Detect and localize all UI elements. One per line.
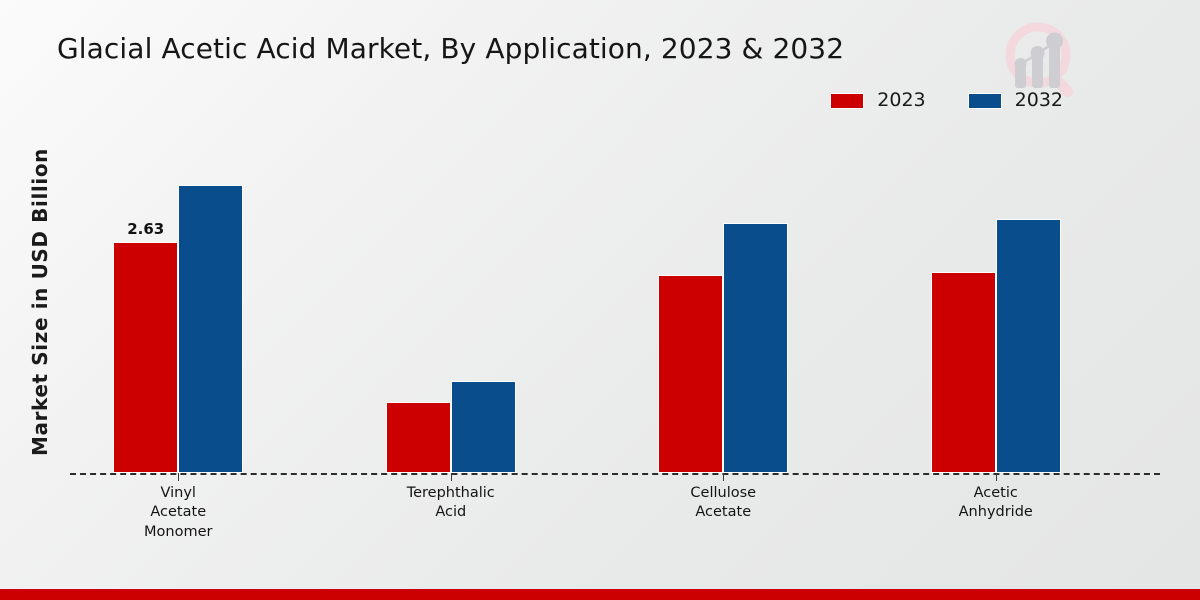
bar-group: 2.63 — [113, 130, 244, 473]
legend-swatch-2023 — [830, 92, 865, 109]
x-axis-category-label: Terephthalic Acid — [406, 485, 495, 521]
watermark-logo — [1000, 16, 1086, 100]
x-axis-category-label: Acetic Anhydride — [958, 485, 1033, 521]
bar-group — [385, 130, 516, 473]
x-axis-category-label: Vinyl Acetate Monomer — [144, 485, 213, 540]
bar-group — [658, 130, 789, 473]
bar-2023-3[interactable] — [658, 275, 724, 473]
bar-value-label: 2.63 — [127, 219, 165, 238]
x-axis-category-label: Cellulose Acetate — [690, 485, 757, 521]
bar-2032-4[interactable] — [995, 218, 1061, 473]
legend-swatch-2032 — [967, 92, 1002, 109]
x-axis-tick — [995, 473, 997, 481]
magnifier-bar-chart-icon — [1005, 22, 1074, 98]
legend-label-2032: 2032 — [1014, 89, 1063, 111]
x-axis-tick — [178, 473, 180, 481]
x-axis-tick — [450, 473, 452, 481]
bar-2032-3[interactable] — [723, 223, 789, 473]
y-axis-title: Market Size in USD Billion — [28, 147, 52, 457]
bar-2032-2[interactable] — [450, 380, 516, 473]
footer-accent-bar — [0, 589, 1200, 600]
bar-group — [930, 130, 1061, 473]
legend-label-2023: 2023 — [877, 89, 926, 111]
x-axis-baseline — [70, 473, 1160, 475]
legend-item-2023[interactable]: 2023 — [830, 89, 926, 111]
bar-2023-1[interactable] — [113, 241, 179, 473]
x-axis-tick — [723, 473, 725, 481]
legend-item-2032[interactable]: 2032 — [967, 89, 1063, 111]
chart-legend: 2023 2032 — [830, 91, 1063, 110]
plot-area: 2.63 Vinyl Acetate Monomer Terephthalic Ac… — [70, 130, 1160, 540]
bar-2032-1[interactable] — [178, 185, 244, 473]
chart-title: Glacial Acetic Acid Market, By Applicati… — [57, 32, 845, 65]
bar-2023-2[interactable] — [385, 401, 451, 473]
bar-2023-4[interactable] — [930, 271, 996, 473]
